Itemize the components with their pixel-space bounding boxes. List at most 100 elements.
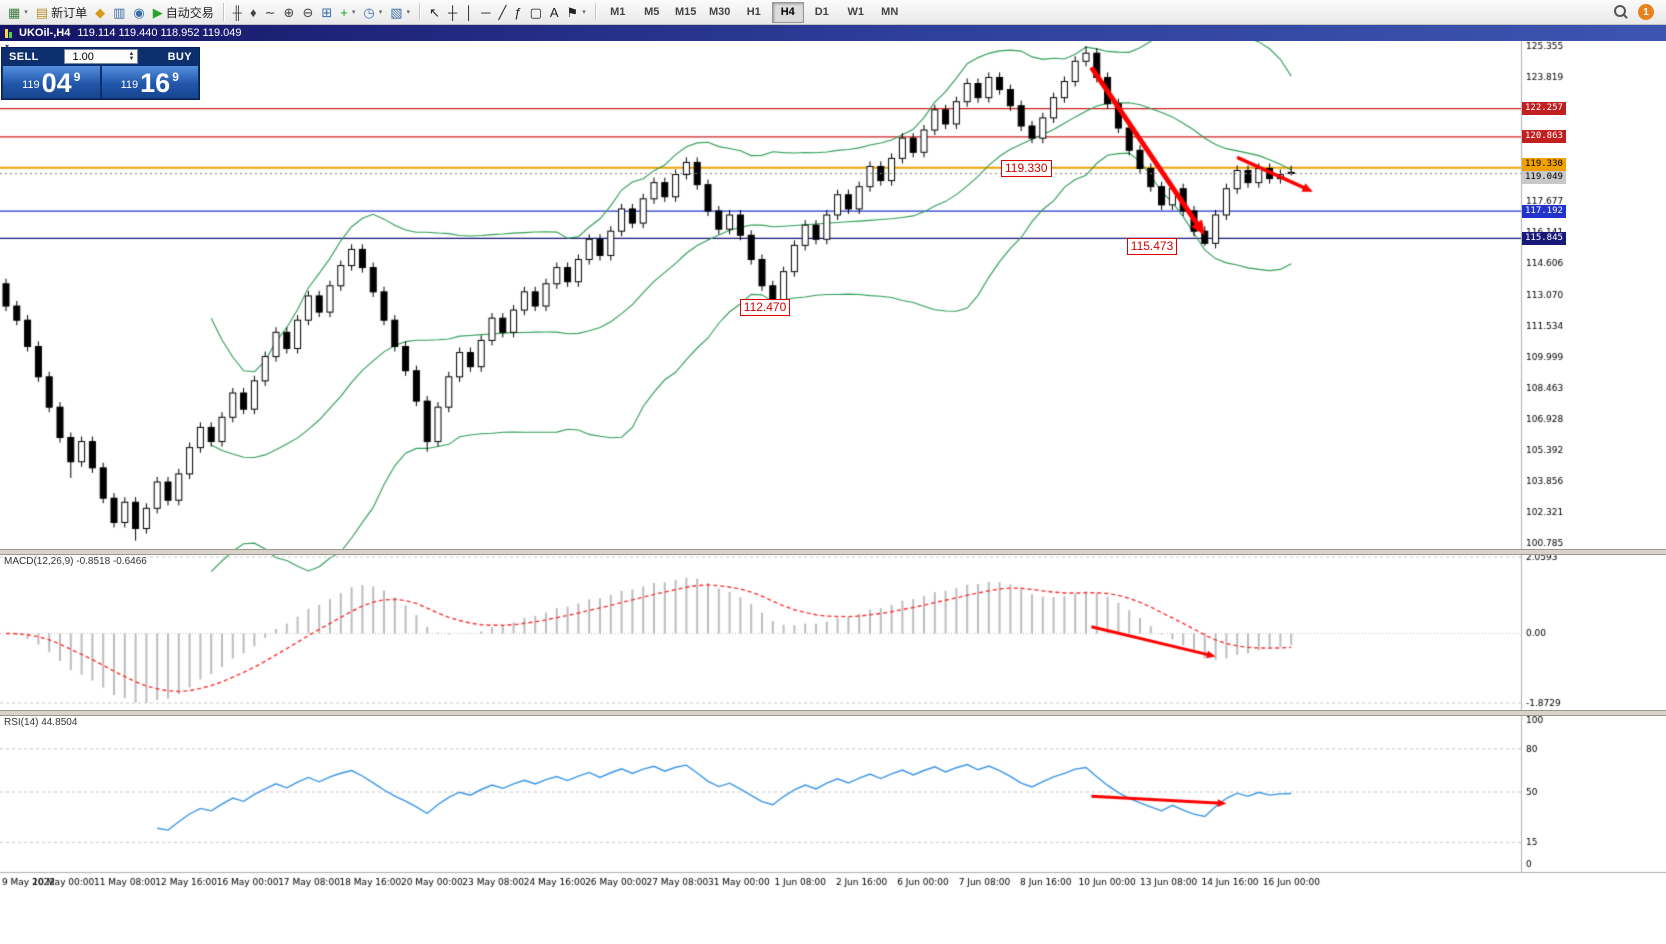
bar-chart-button[interactable]: ╫ [229, 2, 246, 22]
pane-separator-rsi[interactable] [0, 710, 1666, 716]
timeframe-M1[interactable]: M1 [610, 5, 626, 18]
toolbar-group-standard: ▦ ▾ ▤ 新订单 ◆ ▥ ◉ ▶ 自动交易 [4, 2, 218, 22]
dropdown-caret-icon[interactable]: ▾ [24, 9, 28, 16]
spinner-down-icon[interactable]: ▼ [128, 55, 135, 62]
price-callout-112.470[interactable]: 112.470 [739, 299, 791, 317]
price-tag-119.330: 119.330 [1522, 158, 1566, 172]
timeframe-W1[interactable]: W1 [847, 5, 864, 18]
pane-separator-macd[interactable] [0, 549, 1666, 555]
indicators-button[interactable]: + ▾ [336, 2, 359, 22]
fibonacci-button[interactable]: ƒ [510, 2, 525, 22]
toolbar-separator [419, 3, 421, 21]
autotrading-icon: ▶ [152, 4, 163, 20]
indicators-icon: + [340, 4, 348, 20]
fibonacci-icon: ƒ [514, 4, 522, 20]
buy-price-big: 16 [140, 68, 171, 98]
cursor-button[interactable]: ↖ [425, 2, 444, 22]
volume-value: 1.00 [72, 50, 94, 63]
timeframe-M5[interactable]: M5 [644, 5, 660, 18]
line-chart-icon: ∼ [264, 4, 276, 20]
macd-label: MACD(12,26,9) -0.8518 -0.6466 [4, 556, 147, 567]
volume-spinner[interactable]: ▲ ▼ [128, 50, 135, 62]
price-tag-117.192: 117.192 [1522, 204, 1566, 218]
shapes-icon: ▢ [529, 4, 542, 20]
arrow-tool-button[interactable]: ⚑ ▾ [563, 2, 590, 22]
timeframe-H1[interactable]: H1 [746, 5, 761, 18]
candlestick-icon: ♦ [250, 4, 257, 20]
horizontal-line-button[interactable]: ─ [477, 2, 494, 22]
crosshair-icon: ┼ [447, 4, 458, 20]
periods-icon: ◷ [363, 4, 375, 20]
tile-windows-icon: ⊞ [321, 4, 333, 20]
text-button[interactable]: A [546, 2, 563, 22]
timeframe-MN[interactable]: MN [881, 5, 899, 18]
new-chart-icon: ▦ [8, 4, 21, 20]
price-callout-119.330[interactable]: 119.330 [1001, 159, 1052, 177]
new-order-button[interactable]: ▤ 新订单 [32, 2, 91, 22]
price-tag-115.845: 115.845 [1522, 231, 1566, 245]
templates-button[interactable]: ▧ ▾ [386, 2, 414, 22]
buy-price-sup: 9 [172, 70, 179, 84]
metaeditor-button[interactable]: ◆ [91, 2, 109, 22]
vertical-line-button[interactable]: │ [461, 2, 477, 22]
new-chart-button[interactable]: ▦ ▾ [4, 2, 32, 22]
metaeditor-icon: ◆ [95, 4, 106, 20]
price-callout-115.473[interactable]: 115.473 [1126, 237, 1178, 255]
chart-window-icon [5, 28, 12, 38]
periods-button[interactable]: ◷ ▾ [359, 2, 386, 22]
cursor-icon: ↖ [429, 4, 440, 20]
autotrading-button[interactable]: ▶ 自动交易 [149, 2, 218, 22]
zoom-in-icon: ⊕ [283, 4, 295, 20]
line-chart-button[interactable]: ∼ [261, 2, 280, 22]
sell-label: SELL [9, 50, 39, 63]
horizontal-line-icon: ─ [481, 4, 491, 20]
toolbar-separator [222, 3, 224, 21]
new-order-button-label: 新订单 [51, 5, 88, 20]
sell-button[interactable]: 119 04 9 [3, 66, 100, 98]
price-tag-119.049: 119.049 [1522, 171, 1566, 185]
refresh-button[interactable]: ◉ [129, 2, 148, 22]
buy-button[interactable]: 119 16 9 [101, 66, 198, 98]
sell-price-sup: 9 [73, 70, 81, 84]
autotrading-button-label: 自动交易 [165, 5, 214, 20]
templates-icon: ▧ [390, 4, 403, 20]
toolbar-right: 1 [1613, 4, 1662, 20]
dropdown-caret-icon[interactable]: ▾ [406, 9, 411, 16]
vertical-line-icon: │ [465, 4, 474, 20]
refresh-icon: ◉ [133, 4, 145, 20]
timeframe-M15[interactable]: M15 [675, 5, 697, 18]
price-chart[interactable] [0, 41, 1666, 944]
main-toolbar: ▦ ▾ ▤ 新订单 ◆ ▥ ◉ ▶ 自动交易 ╫ ♦ ∼ ⊕ ⊖ ⊞ + ▾ ◷ ▾ ▧ ▾ ↖ ┼ │ ─ ╱ ƒ ▢ A ⚑ ▾ M… [0, 0, 1666, 25]
market-watch-button[interactable]: ▥ [109, 2, 129, 22]
crosshair-button[interactable]: ┼ [444, 2, 461, 22]
trendline-icon: ╱ [498, 4, 507, 20]
sell-price-big: 04 [41, 68, 72, 98]
shapes-button[interactable]: ▢ [526, 2, 546, 22]
search-icon[interactable] [1613, 4, 1629, 20]
one-click-collapse-arrow[interactable]: ▾ [5, 42, 9, 51]
timeframe-M30[interactable]: M30 [709, 5, 731, 18]
trade-panel-prices: 119 04 9 119 16 9 [2, 65, 199, 99]
sell-price-base: 119 [22, 79, 40, 91]
text-icon: A [549, 4, 559, 20]
tile-windows-button[interactable]: ⊞ [317, 2, 336, 22]
chart-window-titlebar[interactable]: UKOil-,H4 119.114 119.440 118.952 119.04… [0, 25, 1666, 41]
timeframe-H4[interactable]: H4 [771, 1, 804, 23]
zoom-out-icon: ⊖ [302, 4, 314, 20]
dropdown-caret-icon[interactable]: ▾ [378, 9, 383, 16]
dropdown-caret-icon[interactable]: ▾ [351, 9, 356, 16]
arrow-tool-icon: ⚑ [566, 4, 579, 20]
volume-input[interactable]: 1.00 ▲ ▼ [63, 49, 138, 64]
buy-price-base: 119 [120, 79, 139, 91]
zoom-out-button[interactable]: ⊖ [298, 2, 317, 22]
trendline-button[interactable]: ╱ [495, 2, 511, 22]
dropdown-caret-icon[interactable]: ▾ [582, 9, 586, 16]
spinner-up-icon[interactable]: ▲ [128, 50, 135, 57]
one-click-trading-panel: SELL 1.00 ▲ ▼ BUY 119 04 9 119 16 9 [1, 47, 200, 100]
zoom-in-button[interactable]: ⊕ [280, 2, 299, 22]
toolbar-group-timeframes: M1 M5 M15 M30 H1 H4 D1 W1 MN [601, 1, 907, 23]
buy-label: BUY [167, 50, 192, 63]
timeframe-D1[interactable]: D1 [814, 5, 829, 18]
candlestick-button[interactable]: ♦ [246, 2, 261, 22]
notifications-badge[interactable]: 1 [1638, 4, 1654, 20]
